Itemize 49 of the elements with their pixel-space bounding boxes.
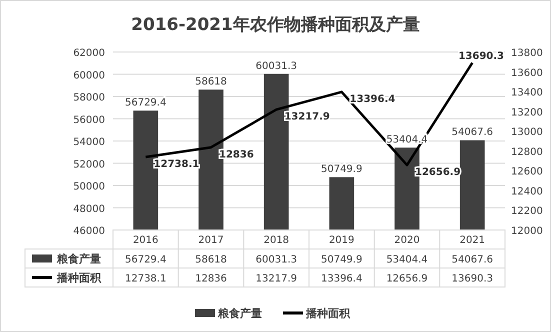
x-tick-label: 2017 [198,235,224,246]
y2-tick-label: 12200 [511,206,543,218]
text: 粮食产量 [218,307,262,320]
data-label: 56729.4 [124,98,166,109]
text: 54067.6 [452,254,494,266]
text: 12738.1 [124,274,166,284]
y2-tick-label: 13000 [511,127,543,138]
data-label: 13396.4 [350,94,396,105]
text: 13396.4 [320,274,362,284]
y2-tick-label: 13200 [511,107,543,118]
y-tick-label: 62000 [73,48,105,59]
x-tick-label: 2021 [460,235,486,246]
data-label: 13690.3 [458,50,504,62]
y-tick-label: 48000 [73,204,105,215]
data-label: 54067.6 [452,127,494,138]
text: 60031.3 [256,254,298,266]
data-label: 50749.9 [320,164,362,176]
x-tick-label: 2016 [132,235,158,246]
text: 13217.9 [256,274,298,284]
text: 50749.9 [320,254,362,266]
text: 56729.4 [124,254,166,266]
y2-tick-label: 12400 [511,186,543,198]
text: 13690.3 [452,274,494,284]
legend-label: 粮食产量 [56,252,101,266]
text: 12836 [195,274,227,284]
y-tick-label: 50000 [73,182,105,192]
y-tick-label: 54000 [73,137,105,148]
y2-tick-label: 13600 [511,68,543,79]
text: 53404.4 [386,254,428,266]
y2-tick-label: 12600 [511,166,543,178]
y-tick-label: 60000 [73,70,105,82]
x-tick-label: 2019 [328,235,354,246]
y2-tick-label: 13800 [511,48,543,59]
text: 播种面积 [306,307,350,320]
y-tick-label: 58000 [73,92,105,104]
y-tick-label: 56000 [73,114,105,126]
data-label: 60031.3 [256,60,298,72]
y2-tick-label: 12000 [511,226,543,237]
chart-title: 2016-2021年农作物播种面积及产量 [131,15,420,35]
y-tick-label: 46000 [73,226,105,237]
legend-label: 播种面积 [56,272,102,284]
x-tick-label: 2020 [394,235,420,246]
y2-tick-label: 13400 [511,88,543,99]
y2-tick-label: 12800 [511,146,543,158]
text: 58618 [195,254,227,266]
y-tick-label: 52000 [73,159,105,170]
x-tick-label: 2018 [264,235,290,246]
text: 12656.9 [386,274,428,284]
data-label: 58618 [195,76,227,88]
